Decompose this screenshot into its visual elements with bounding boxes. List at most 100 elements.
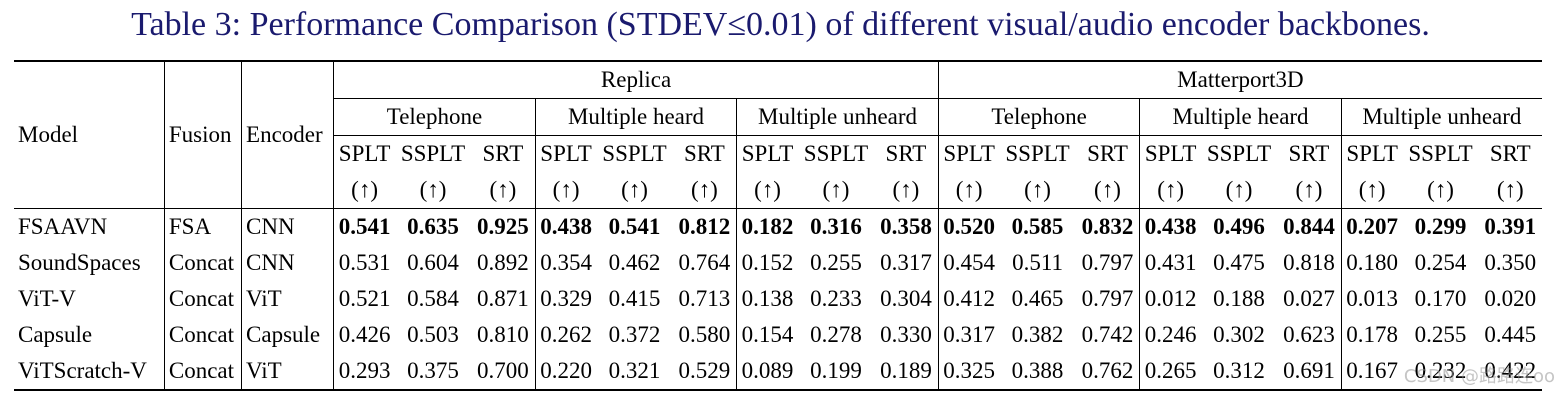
cell-value: 0.585 xyxy=(999,208,1076,245)
cell-value: 0.812 xyxy=(672,208,737,245)
header-arrow: (↑) xyxy=(822,177,850,202)
header-metric: SPLT xyxy=(534,135,597,172)
cell-value: 0.691 xyxy=(1277,353,1342,391)
cell-value: 0.316 xyxy=(797,208,875,245)
header-arrow: (↑) xyxy=(621,177,648,202)
cell-value: 0.152 xyxy=(736,245,798,281)
cell-value: 0.020 xyxy=(1484,286,1537,311)
cell-value: 0.246 xyxy=(1139,317,1201,353)
table-caption: Table 3: Performance Comparison (STDEV≤0… xyxy=(131,6,1430,43)
cell-value: 0.302 xyxy=(1213,322,1265,347)
cell-value: 0.462 xyxy=(608,250,661,275)
header-arrow: (↑) xyxy=(690,177,718,202)
cell-value: 0.742 xyxy=(1081,322,1134,347)
cell-value: 0.189 xyxy=(874,353,939,391)
cell-value: 0.871 xyxy=(477,286,529,311)
cell-value: 0.388 xyxy=(999,353,1076,391)
cell-value: 0.511 xyxy=(1012,250,1063,275)
header-arrow: (↑) xyxy=(1225,177,1253,202)
cell-model: ViTScratch-V xyxy=(14,353,165,391)
table-body: FSAAVN FSA CNN 0.541 0.635 0.925 0.438 0.541 0.8… xyxy=(14,208,1542,391)
header-encoder: Encoder xyxy=(241,60,334,209)
cell-value: 0.154 xyxy=(736,317,798,353)
cell-value: 0.762 xyxy=(1075,353,1140,391)
header-metric: SRT xyxy=(1288,141,1330,166)
header-arrow: (↑) xyxy=(736,172,798,209)
cell-value: 0.925 xyxy=(471,208,536,245)
header-arrow: (↑) xyxy=(534,172,597,209)
cell-value: 0.167 xyxy=(1340,353,1403,391)
cell-value: 0.580 xyxy=(678,322,731,347)
cell-value: 0.623 xyxy=(1283,322,1335,347)
cell-value: 0.178 xyxy=(1340,317,1403,353)
cell-value: 0.797 xyxy=(1081,286,1134,311)
header-arrow: (↑) xyxy=(1094,177,1121,202)
cell-value: 0.372 xyxy=(608,322,661,347)
cell-value: 0.465 xyxy=(1011,286,1064,311)
cell-value: 0.180 xyxy=(1340,245,1403,281)
header-arrow: (↑) xyxy=(1427,177,1454,202)
cell-value: 0.521 xyxy=(333,281,395,317)
cell-value: 0.321 xyxy=(596,353,673,391)
cell-value: 0.262 xyxy=(534,317,597,353)
cell-value: 0.844 xyxy=(1277,208,1342,245)
cell-value: 0.233 xyxy=(810,286,862,311)
cell-value: 0.312 xyxy=(1200,353,1278,391)
cell-value: 0.170 xyxy=(1414,286,1467,311)
header-arrow: (↑) xyxy=(1295,177,1323,202)
header-arrow: (↑) xyxy=(1139,172,1201,209)
cell-value: 0.293 xyxy=(333,353,395,391)
cell-value: 0.325 xyxy=(937,353,1000,391)
cell-value: 0.810 xyxy=(477,322,529,347)
cell-encoder: ViT xyxy=(241,281,334,317)
cell-value: 0.604 xyxy=(407,250,459,275)
cell-value: 0.832 xyxy=(1075,208,1140,245)
cell-value: 0.089 xyxy=(736,353,798,391)
cell-value: 0.520 xyxy=(937,208,1000,245)
cell-value: 0.207 xyxy=(1340,208,1403,245)
cell-value: 0.012 xyxy=(1139,281,1201,317)
cell-value: 0.391 xyxy=(1478,208,1542,245)
table-row: Capsule Concat Capsule 0.426 0.503 0.810 0.262… xyxy=(14,317,1542,353)
cell-value: 0.496 xyxy=(1200,208,1278,245)
cell-value: 0.013 xyxy=(1340,281,1403,317)
header-dataset-replica: Replica xyxy=(333,60,939,99)
cell-fusion: Concat xyxy=(163,353,242,391)
cell-value: 0.797 xyxy=(1081,250,1134,275)
cell-value: 0.454 xyxy=(937,245,1000,281)
header-metric: SRT xyxy=(684,141,725,166)
results-table: Model Fusion Encoder Replica Matterport3… xyxy=(14,60,1542,391)
cell-value: 0.027 xyxy=(1283,286,1335,311)
header-metric: SPLT xyxy=(937,135,1000,172)
header-metric: SSPLT xyxy=(1206,141,1272,166)
cell-value: 0.255 xyxy=(1414,322,1467,347)
cell-value: 0.818 xyxy=(1283,250,1335,275)
cell-value: 0.299 xyxy=(1402,208,1479,245)
header-metric: SPLT xyxy=(1139,135,1201,172)
cell-value: 0.317 xyxy=(937,317,1000,353)
header-setting: Multiple unheard xyxy=(736,98,939,136)
cell-value: 0.700 xyxy=(471,353,536,391)
cell-value: 0.330 xyxy=(880,322,932,347)
cell-value: 0.541 xyxy=(596,208,673,245)
header-metric: SRT xyxy=(1087,141,1128,166)
header-metric: SPLT xyxy=(736,135,798,172)
header-metric: SSPLT xyxy=(400,141,466,166)
header-model: Model xyxy=(14,60,165,209)
header-metric: SSPLT xyxy=(803,141,869,166)
header-arrow: (↑) xyxy=(419,177,447,202)
header-metric: SRT xyxy=(482,141,524,166)
header-metric: SSPLT xyxy=(602,141,667,166)
cell-model: ViT-V xyxy=(18,286,76,311)
cell-value: 0.199 xyxy=(797,353,875,391)
cell-value: 0.317 xyxy=(880,250,932,275)
cell-value: 0.584 xyxy=(407,286,459,311)
header-metric: SSPLT xyxy=(1408,141,1473,166)
cell-value: 0.182 xyxy=(736,208,798,245)
cell-value: 0.329 xyxy=(534,281,597,317)
header-metric: SPLT xyxy=(1340,135,1403,172)
cell-value: 0.188 xyxy=(1213,286,1265,311)
watermark: CSDN @路路连oo xyxy=(1403,366,1555,387)
cell-value: 0.445 xyxy=(1484,322,1537,347)
header-setting: Multiple heard xyxy=(534,98,737,136)
